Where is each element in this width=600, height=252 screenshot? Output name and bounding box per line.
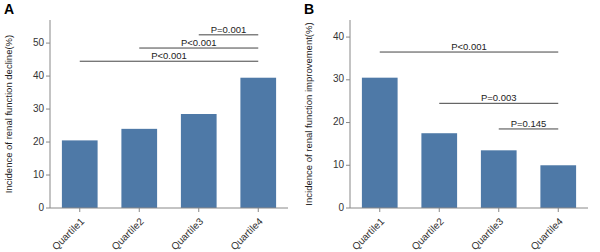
y-axis-label: Incidence of renal function improvement(… xyxy=(303,22,314,205)
y-axis-line xyxy=(50,20,51,208)
x-tick-label: Quartile3 xyxy=(169,215,206,252)
x-tick-label: Quartile1 xyxy=(350,215,387,252)
y-tick-label: 10 xyxy=(33,169,45,180)
y-tick-label: 40 xyxy=(333,31,345,42)
bars xyxy=(62,78,276,208)
y-tick xyxy=(46,175,50,176)
significance-label: P<0.001 xyxy=(181,37,217,48)
bar xyxy=(540,165,576,208)
y-tick-label: 20 xyxy=(333,116,345,127)
y-tick xyxy=(46,208,50,209)
y-axis-label: Incidence of renal function decline(%) xyxy=(3,35,14,193)
significance-label: P<0.001 xyxy=(451,41,487,52)
x-tick xyxy=(379,208,380,212)
bar xyxy=(362,78,398,208)
y-tick xyxy=(346,37,350,38)
y-tick-label: 10 xyxy=(333,159,345,170)
y-tick-label: 20 xyxy=(33,136,45,147)
y-tick-label: 0 xyxy=(338,202,344,213)
bar xyxy=(240,78,276,208)
bars xyxy=(362,78,576,208)
y-tick-label: 30 xyxy=(33,103,45,114)
x-tick-label: Quartile3 xyxy=(469,215,506,252)
x-axis-line xyxy=(350,208,588,209)
x-tick xyxy=(558,208,559,212)
x-tick xyxy=(439,208,440,212)
y-tick xyxy=(46,142,50,143)
x-tick-label: Quartile2 xyxy=(109,215,146,252)
y-tick xyxy=(346,79,350,80)
chart-figure: 0 10 20 30 40 50 Quartile1 Quartile2 Quartile3 Qu… xyxy=(0,0,600,252)
y-tick-label: 50 xyxy=(33,37,45,48)
x-tick xyxy=(198,208,199,212)
x-tick-label: Quartile4 xyxy=(228,215,265,252)
panel: 0 10 20 30 40 Quartile1 Quartile2 Quartile3 Quar… xyxy=(303,1,588,252)
x-tick xyxy=(258,208,259,212)
x-tick xyxy=(139,208,140,212)
significance-label: P=0.145 xyxy=(511,118,547,129)
y-tick xyxy=(46,43,50,44)
y-tick-label: 0 xyxy=(38,202,44,213)
x-tick xyxy=(79,208,80,212)
panel-title: A xyxy=(4,1,14,17)
y-tick xyxy=(346,208,350,209)
bar xyxy=(121,129,157,208)
significance-label: P=0.001 xyxy=(211,24,247,35)
x-tick-label: Quartile1 xyxy=(50,215,87,252)
x-axis-line xyxy=(50,208,288,209)
x-tick xyxy=(498,208,499,212)
y-axis-line xyxy=(350,20,351,208)
y-tick xyxy=(346,165,350,166)
bar xyxy=(181,114,217,208)
x-tick-label: Quartile4 xyxy=(528,215,565,252)
panel: 0 10 20 30 40 50 Quartile1 Quartile2 Quartile3 Qu… xyxy=(3,1,288,252)
y-tick xyxy=(46,76,50,77)
panel-title: B xyxy=(304,1,314,17)
y-tick xyxy=(346,122,350,123)
y-tick-label: 40 xyxy=(33,70,45,81)
y-tick xyxy=(46,109,50,110)
significance-label: P<0.001 xyxy=(151,50,187,61)
bar xyxy=(481,150,517,208)
bar xyxy=(421,133,457,208)
x-tick-label: Quartile2 xyxy=(409,215,446,252)
y-tick-label: 30 xyxy=(333,73,345,84)
bar xyxy=(62,140,98,208)
significance-label: P=0.003 xyxy=(481,92,517,103)
